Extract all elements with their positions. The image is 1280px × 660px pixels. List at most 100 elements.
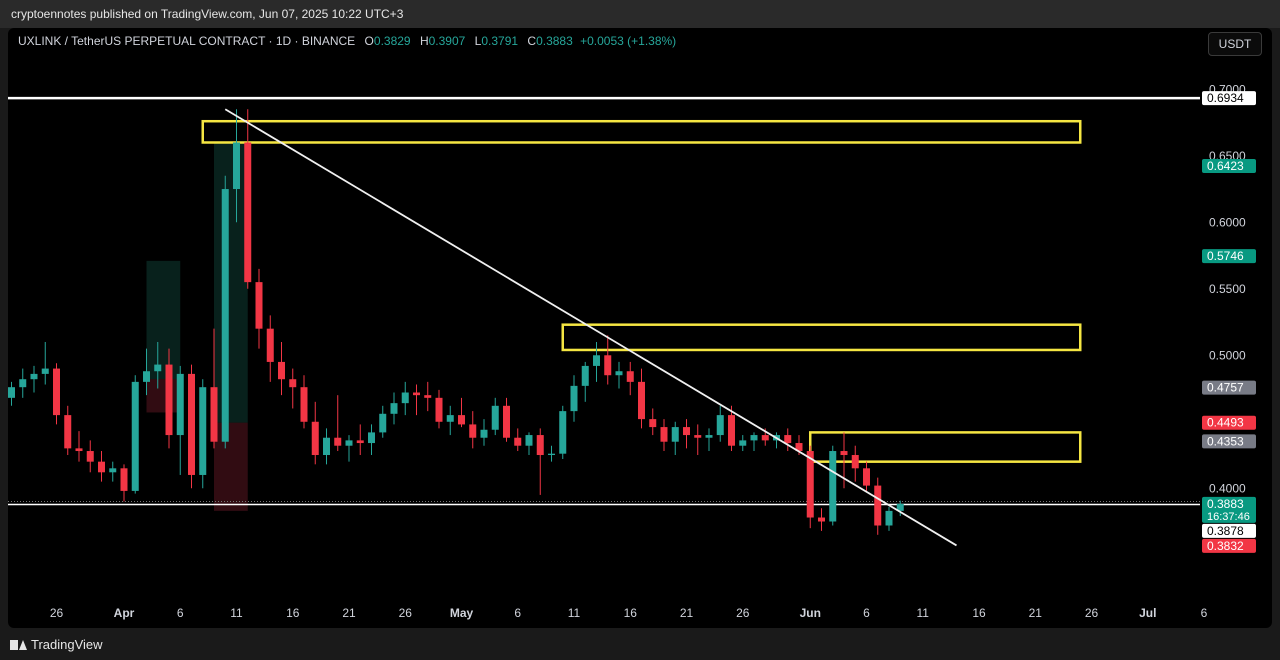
x-month-label: Apr xyxy=(114,606,135,620)
candle-body-19 xyxy=(221,189,229,442)
price-label-text: 0.6423 xyxy=(1207,159,1244,173)
candle-body-26 xyxy=(300,387,308,422)
brand-label: TradingView xyxy=(31,637,103,652)
candle-body-15 xyxy=(176,373,184,436)
candle-body-32 xyxy=(368,432,375,444)
low-label: L xyxy=(474,34,482,48)
x-month-label: May xyxy=(450,606,474,620)
candle-body-50 xyxy=(570,385,578,412)
candle-body-14 xyxy=(165,364,173,436)
candle-body-53 xyxy=(604,355,612,376)
candle-body-3 xyxy=(41,368,49,374)
x-tick-label: 21 xyxy=(342,606,356,620)
candle-body-45 xyxy=(514,437,522,446)
candle-body-76 xyxy=(863,468,870,486)
candle-body-8 xyxy=(98,461,105,473)
candle-body-16 xyxy=(188,373,195,475)
candle-body-75 xyxy=(851,455,859,469)
candle-body-43 xyxy=(491,405,499,430)
x-tick-label: 6 xyxy=(177,606,184,620)
position-loss-zone-0 xyxy=(146,379,181,413)
position-profit-zone-0 xyxy=(146,260,181,380)
candle-body-65 xyxy=(739,440,747,446)
x-tick-label: 26 xyxy=(399,606,413,620)
candle-body-31 xyxy=(356,440,364,444)
price-label-3 xyxy=(1202,380,1256,395)
y-tick-label: 0.5500 xyxy=(1209,282,1246,296)
candle-body-42 xyxy=(480,429,488,438)
candle-body-74 xyxy=(840,451,848,456)
tradingview-logo-icon xyxy=(10,639,27,650)
price-label-7 xyxy=(1202,523,1256,538)
candle-body-35 xyxy=(401,392,409,404)
x-tick-label: 21 xyxy=(1029,606,1043,620)
price-label-text: 0.6934 xyxy=(1207,91,1244,105)
position-loss-zone-1 xyxy=(214,422,248,511)
candle-body-23 xyxy=(266,328,274,362)
symbol-title[interactable]: UXLINK / TetherUS PERPETUAL CONTRACT · 1… xyxy=(18,34,356,48)
candle-body-11 xyxy=(131,381,139,491)
candle-body-67 xyxy=(761,435,769,441)
position-profit-zone-1 xyxy=(214,142,248,423)
candle-body-63 xyxy=(716,415,724,436)
open-label: O xyxy=(364,34,374,48)
x-month-label: Jul xyxy=(1139,606,1156,620)
open-value: 0.3829 xyxy=(373,34,411,48)
x-tick-label: 26 xyxy=(1085,606,1099,620)
price-label-6 xyxy=(1202,496,1256,523)
price-label-4 xyxy=(1202,415,1256,430)
trend-line xyxy=(224,108,957,547)
y-tick-label: 0.4000 xyxy=(1209,481,1246,495)
candle-body-51 xyxy=(581,365,589,386)
candle-body-5 xyxy=(64,415,72,449)
candle-body-27 xyxy=(311,421,319,456)
x-tick-label: 6 xyxy=(514,606,521,620)
x-tick-label: 16 xyxy=(972,606,986,620)
chart-canvas[interactable]: 0.70000.65000.60000.55000.50000.40000.69… xyxy=(8,28,1272,628)
y-tick-label: 0.5000 xyxy=(1209,348,1246,362)
high-value: 0.3907 xyxy=(428,34,466,48)
symbol-legend: UXLINK / TetherUS PERPETUAL CONTRACT · 1… xyxy=(18,34,676,48)
publish-bar: cryptoennotes published on TradingView.c… xyxy=(0,0,1280,28)
candle-body-4 xyxy=(53,368,60,416)
price-label-text: 0.3832 xyxy=(1207,539,1244,553)
x-tick-label: 26 xyxy=(736,606,750,620)
candle-body-18 xyxy=(210,387,218,442)
candle-body-1 xyxy=(19,379,27,388)
x-tick-label: 16 xyxy=(286,606,300,620)
candle-body-77 xyxy=(874,485,882,526)
candle-body-36 xyxy=(413,392,420,396)
candle-body-60 xyxy=(683,427,690,436)
candle-body-37 xyxy=(424,395,432,398)
currency-button[interactable]: USDT xyxy=(1208,32,1262,56)
price-label-0 xyxy=(1202,91,1256,106)
candle-body-34 xyxy=(390,403,398,414)
chart-panel[interactable]: 0.7000 0.6500 0.6000 0.5500 0.5000 0.4000 0.69… xyxy=(8,28,1272,628)
candle-body-6 xyxy=(75,448,83,452)
candle-body-12 xyxy=(143,371,150,382)
y-tick-label: 0.6000 xyxy=(1209,215,1246,229)
candle-body-58 xyxy=(660,427,668,442)
candle-body-64 xyxy=(728,415,735,446)
x-month-label: Jun xyxy=(800,606,821,620)
candle-body-20 xyxy=(233,142,240,190)
price-label-2 xyxy=(1202,249,1256,264)
publish-text: cryptoennotes published on TradingView.c… xyxy=(11,7,404,21)
candle-body-22 xyxy=(255,282,263,329)
candle-body-41 xyxy=(469,424,477,438)
x-tick-label: 21 xyxy=(680,606,694,620)
price-label-text: 0.3883 xyxy=(1207,497,1244,511)
close-value: 0.3883 xyxy=(536,34,573,48)
candle-body-62 xyxy=(705,435,713,438)
candle-body-44 xyxy=(503,405,510,438)
candle-body-9 xyxy=(109,468,117,473)
tradingview-brand[interactable]: TradingView xyxy=(10,637,103,652)
candle-body-29 xyxy=(334,437,342,446)
candle-body-52 xyxy=(593,355,600,366)
candle-body-57 xyxy=(649,419,657,428)
candle-body-2 xyxy=(30,373,38,380)
high-label: H xyxy=(419,34,429,48)
candle-body-78 xyxy=(885,510,893,526)
candle-body-40 xyxy=(458,415,465,425)
candle-body-13 xyxy=(154,364,162,372)
